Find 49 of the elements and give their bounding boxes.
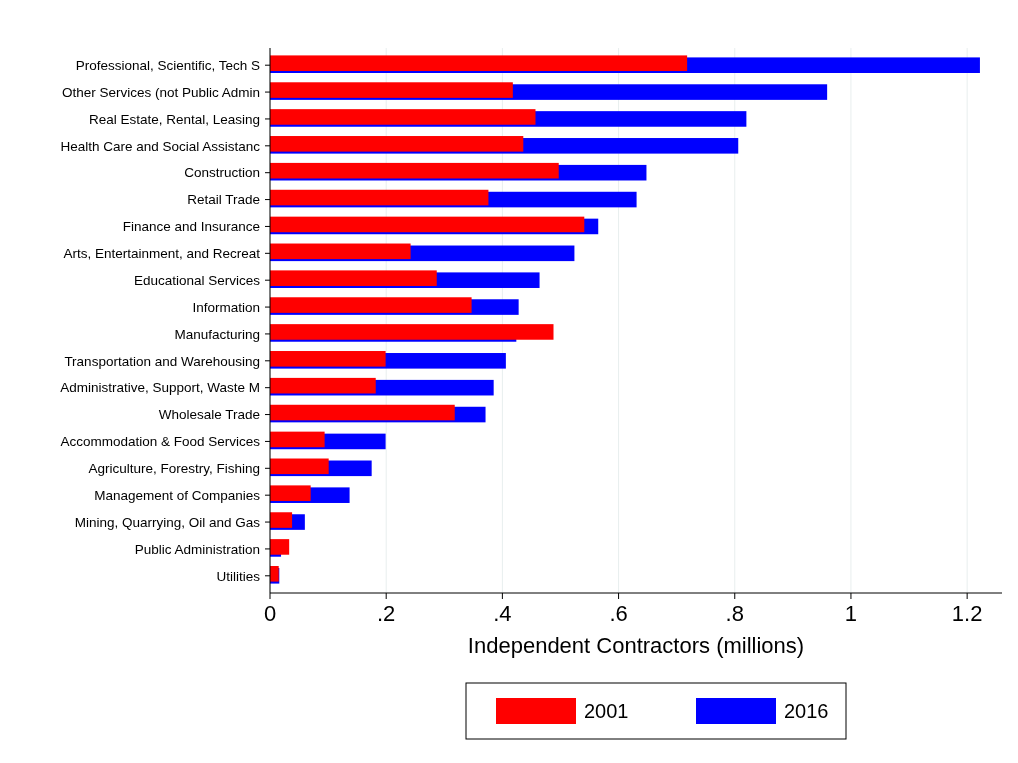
y-tick-label: Real Estate, Rental, Leasing	[88, 111, 260, 127]
y-tick-label: Agriculture, Forestry, Fishing	[88, 461, 260, 477]
bar	[270, 297, 472, 313]
y-tick-label: Arts, Entertainment, and Recreat	[63, 246, 261, 262]
bar	[270, 162, 559, 179]
y-tick-label: Manufacturing	[174, 326, 260, 342]
y-tick-label: Retail Trade	[187, 192, 260, 208]
legend-label: 2001	[584, 700, 629, 722]
x-tick-label: 1	[844, 601, 858, 626]
bar	[270, 539, 290, 555]
y-tick-label: Transportation and Warehousing	[64, 353, 260, 369]
y-tick-label: Management of Companies	[94, 487, 261, 503]
y-tick-label: Mining, Quarrying, Oil and Gas	[74, 514, 261, 530]
bar	[270, 485, 311, 501]
bar	[270, 216, 585, 233]
x-axis-title: Independent Contractors (millions)	[467, 633, 805, 658]
bar	[270, 404, 455, 421]
legend-label: 2016	[784, 700, 829, 722]
bar	[270, 431, 325, 448]
bar	[270, 270, 437, 286]
bar	[270, 458, 329, 475]
y-tick-label: Educational Services	[133, 272, 261, 288]
y-tick-label: Utilities	[216, 568, 261, 584]
y-tick-label: Construction	[184, 165, 260, 181]
y-tick-label: Information	[192, 299, 260, 315]
x-tick-label: 1.2	[951, 601, 983, 626]
y-tick-label: Accommodation & Food Services	[60, 434, 261, 450]
y-tick-label: Finance and Insurance	[122, 219, 260, 235]
x-tick-label: .2	[377, 601, 396, 626]
x-tick-label: .4	[493, 601, 512, 626]
x-tick-label: .8	[725, 601, 744, 626]
y-tick-label: Other Services (not Public Admin	[61, 84, 260, 100]
y-tick-label: Health Care and Social Assistanc	[60, 138, 261, 154]
bar	[270, 243, 411, 260]
y-tick-label: Public Administration	[134, 541, 260, 557]
bar	[270, 55, 688, 71]
x-tick-label: 0	[263, 601, 277, 626]
y-tick-label: Professional, Scientific, Tech S	[75, 57, 260, 73]
bar	[270, 109, 536, 125]
bar	[270, 377, 376, 394]
bar	[270, 189, 489, 206]
y-tick-label: Wholesale Trade	[158, 407, 260, 423]
bar	[270, 351, 386, 367]
y-tick-label: Administrative, Support, Waste M	[60, 380, 260, 396]
x-tick-label: .6	[609, 601, 628, 626]
bar	[270, 324, 554, 340]
bar	[270, 512, 293, 528]
bar	[270, 136, 524, 152]
bar	[270, 82, 513, 98]
